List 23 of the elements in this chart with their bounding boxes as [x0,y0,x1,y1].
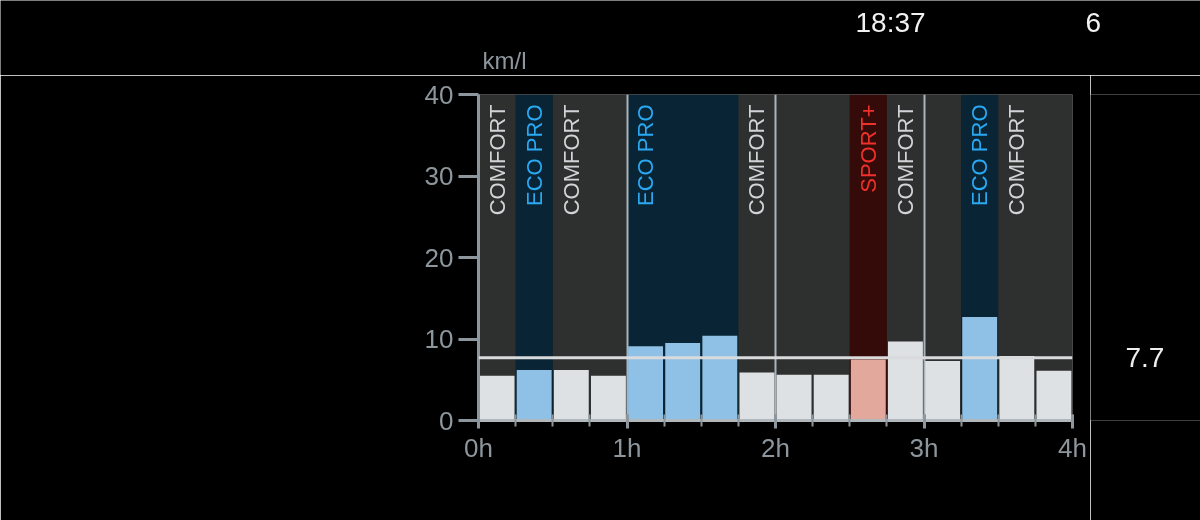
band-label: COMFORT [558,104,584,216]
band-label: ECO PRO [967,104,993,206]
band-label: COMFORT [1004,104,1030,216]
band-label: SPORT+ [855,104,881,193]
band-label: COMFORT [744,104,770,216]
x-tick-label: 3h [909,432,939,463]
y-tick-label: 30 [424,161,454,191]
band-label: COMFORT [892,104,918,216]
text: 6 [1085,7,1102,38]
y-tick-label: 10 [424,324,454,354]
x-tick-label: 1h [612,432,642,463]
y-axis-title: km/l [482,46,527,74]
y-tick-label: 20 [424,242,454,273]
ref-line-label: 7.7 [1125,342,1165,374]
x-tick-label: 2h [761,432,790,463]
band-label: ECO PRO [633,104,659,206]
band-label: COMFORT [484,104,510,216]
x-tick-label: 4h [1058,432,1087,463]
x-tick-label: 0h [464,432,493,463]
text: 18:37 [855,7,926,38]
y-tick-label: 0 [439,405,454,436]
band-label: ECO PRO [521,104,547,206]
y-tick-label: 40 [424,79,454,110]
